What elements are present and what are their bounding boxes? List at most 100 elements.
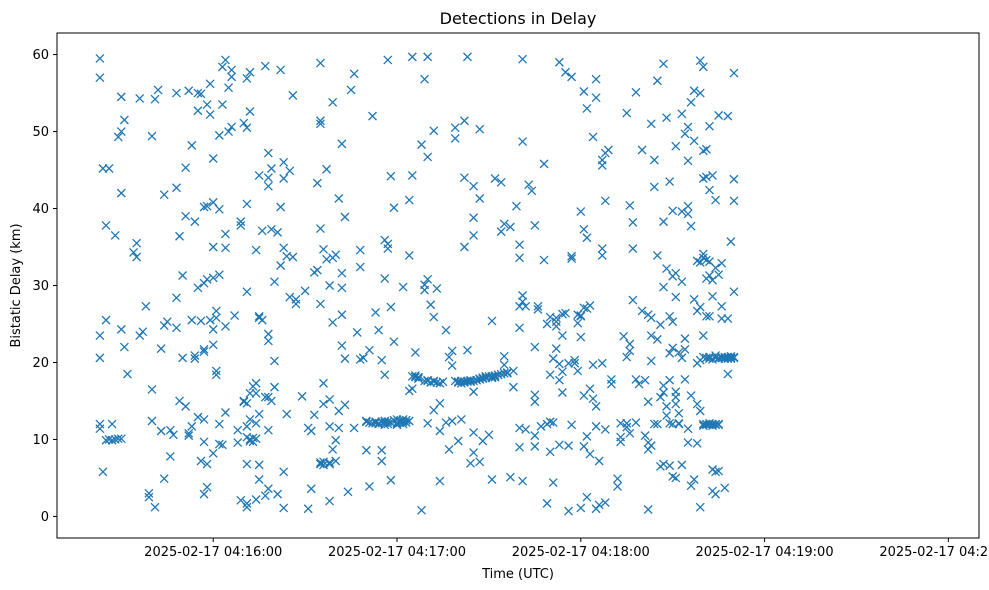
data-point: [325, 421, 335, 431]
data-point: [135, 93, 145, 103]
data-point: [132, 238, 142, 248]
y-tick-label: 30: [32, 279, 49, 294]
data-point: [116, 188, 126, 198]
data-point: [652, 251, 662, 260]
data-point: [245, 107, 255, 116]
data-point: [242, 421, 252, 431]
data-point: [276, 65, 286, 75]
data-point: [714, 420, 724, 430]
data-point: [199, 437, 209, 447]
data-point: [270, 356, 279, 366]
data-point: [364, 481, 374, 491]
data-point: [181, 401, 191, 411]
x-axis-ticks: 2025-02-17 04:16:00 2025-02-17 04:17:00 20…: [144, 538, 989, 560]
data-point: [717, 301, 727, 311]
data-point: [551, 313, 561, 323]
data-point: [251, 388, 261, 398]
data-point: [588, 132, 598, 142]
data-point: [659, 217, 668, 227]
data-point: [129, 247, 139, 257]
data-point: [242, 502, 252, 512]
x-axis-label: Time (UTC): [481, 567, 554, 582]
data-point: [441, 325, 451, 335]
data-point: [674, 408, 684, 418]
data-point: [521, 301, 531, 311]
data-point: [567, 420, 577, 430]
data-point: [466, 458, 475, 468]
data-point: [266, 164, 276, 173]
data-point: [398, 282, 408, 292]
data-point: [224, 83, 233, 93]
data-point: [193, 412, 203, 422]
data-point: [377, 445, 387, 455]
data-point: [652, 76, 662, 86]
data-point: [144, 488, 154, 498]
data-point: [423, 52, 433, 62]
data-point: [631, 87, 641, 97]
data-point: [211, 366, 221, 376]
data-point: [337, 310, 347, 320]
data-point: [214, 130, 224, 140]
data-point: [576, 503, 586, 513]
data-point: [444, 445, 454, 454]
data-point: [221, 229, 230, 239]
data-point: [319, 399, 328, 409]
data-point: [386, 171, 396, 181]
data-point: [729, 68, 739, 78]
data-point: [196, 316, 206, 326]
data-point: [236, 220, 246, 230]
data-point: [193, 283, 203, 293]
data-point: [729, 287, 739, 297]
data-point: [184, 86, 194, 96]
data-point: [499, 219, 509, 229]
data-point: [573, 318, 583, 328]
data-point: [640, 375, 650, 385]
data-point: [172, 88, 181, 98]
data-point: [646, 356, 656, 366]
data-point: [518, 137, 528, 147]
data-point: [570, 358, 580, 368]
data-point: [695, 302, 705, 312]
data-point: [579, 224, 589, 234]
data-point: [380, 370, 390, 380]
data-point: [181, 163, 191, 173]
data-point: [668, 317, 678, 327]
x-tick-label: 2025-02-17 04:18:00: [512, 545, 650, 560]
data-point: [597, 244, 607, 254]
data-point: [695, 88, 705, 98]
data-point: [701, 311, 711, 321]
y-axis-ticks: 0 10 20 30 40 50 60: [32, 48, 57, 525]
data-point: [708, 170, 717, 180]
data-point: [346, 85, 356, 95]
data-point: [211, 306, 221, 316]
data-point: [404, 195, 414, 205]
data-point: [208, 324, 218, 334]
data-point: [655, 392, 665, 402]
data-point: [208, 242, 218, 252]
data-point: [683, 209, 693, 219]
data-point: [677, 277, 687, 287]
data-point: [548, 478, 558, 488]
data-point: [214, 439, 224, 449]
data-point: [349, 69, 359, 79]
data-point: [521, 424, 531, 434]
data-point: [683, 424, 693, 434]
data-point: [202, 482, 212, 492]
data-point: [573, 366, 583, 376]
data-point: [518, 54, 528, 64]
data-point: [248, 433, 258, 443]
data-point: [628, 217, 638, 227]
data-point: [613, 474, 623, 484]
data-point: [554, 440, 564, 450]
data-point: [263, 173, 273, 183]
data-point: [444, 352, 454, 362]
data-point: [355, 245, 365, 255]
data-point: [193, 106, 203, 116]
data-point: [227, 65, 237, 75]
data-point: [499, 360, 509, 370]
data-point: [689, 294, 699, 304]
data-point: [276, 261, 286, 270]
data-point: [570, 355, 580, 365]
data-point: [518, 476, 528, 486]
data-point: [208, 448, 218, 458]
